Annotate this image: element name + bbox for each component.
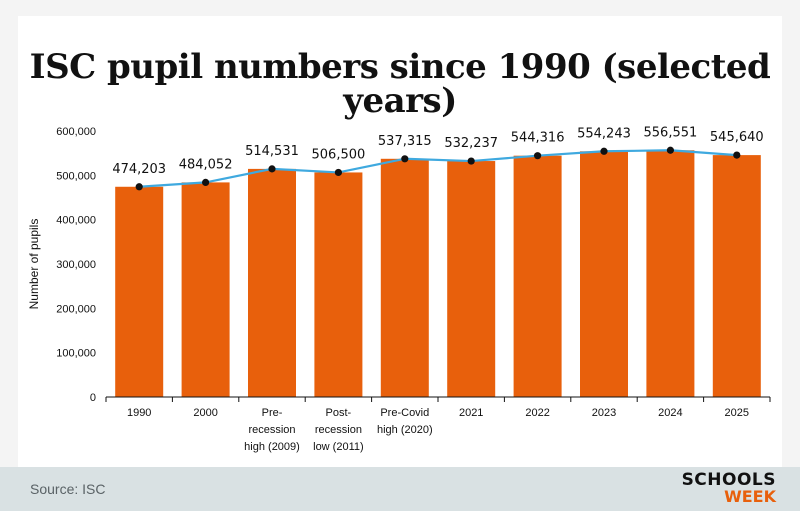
data-label: 506,500 [312,147,366,162]
y-tick-label: 400,000 [56,215,96,227]
x-tick-label: high (2009) [244,441,300,453]
data-label: 514,531 [245,144,299,159]
x-tick-label: Post- [326,407,352,419]
data-label: 544,316 [511,131,565,146]
bar [712,155,761,397]
bar [248,168,296,397]
bar [181,182,230,397]
data-point [268,165,276,173]
y-tick-label: 100,000 [56,348,96,360]
x-tick-label: low (2011) [313,441,364,453]
x-tick-label: recession [248,424,295,436]
y-tick-label: 600,000 [56,126,96,138]
data-point [467,157,475,165]
x-tick-label: 2024 [658,407,682,419]
logo-line-1: SCHOOLS [681,470,776,490]
data-point [135,183,143,191]
data-label: 545,640 [710,130,764,145]
bar [513,155,562,397]
chart-title: ISC pupil numbers since 1990 (selected y… [29,47,771,121]
schools-week-logo: SCHOOLS WEEK [682,471,776,507]
bar-chart: Number of pupils 0 100,000 200,000 300,000 40… [27,125,771,453]
logo-line-2: WEEK [724,487,776,506]
x-tick-label: 2000 [193,407,217,419]
x-tick-label: high (2020) [377,424,433,436]
x-tick-label: 2025 [725,407,749,419]
data-point [334,168,342,177]
x-tick-label: Pre-Covid [380,407,429,419]
data-point [600,147,608,155]
bar [580,151,628,397]
data-point [666,146,675,154]
y-tick-label: 500,000 [56,170,96,182]
data-label: 537,315 [378,134,432,149]
data-label: 532,237 [444,136,498,151]
data-point [733,151,741,159]
x-tick-label: recession [315,424,362,436]
bar [380,158,429,397]
data-label: 556,551 [644,125,698,140]
data-label: 554,243 [577,126,631,141]
bar [314,172,363,397]
bar [115,186,164,397]
x-tick-label: 2021 [459,407,483,419]
x-tick-label: 2023 [592,407,616,419]
footer: Source: ISC SCHOOLS WEEK [0,467,800,511]
data-point [534,152,542,160]
y-axis-title: Number of pupils [27,219,41,310]
bar [447,161,496,397]
x-tick-label: Pre- [262,407,283,419]
bar [646,150,695,397]
y-tick-label: 200,000 [56,303,96,315]
data-label: 484,052 [179,157,233,172]
y-tick-label: 0 [90,392,96,404]
x-tick-label: 2022 [525,407,549,419]
source-text: Source: ISC [30,481,106,497]
series-line [139,149,737,188]
y-tick-label: 300,000 [56,259,96,271]
data-point [401,155,409,163]
data-point [202,178,210,187]
x-tick-label: 1990 [127,407,151,419]
data-label: 474,203 [112,162,166,177]
